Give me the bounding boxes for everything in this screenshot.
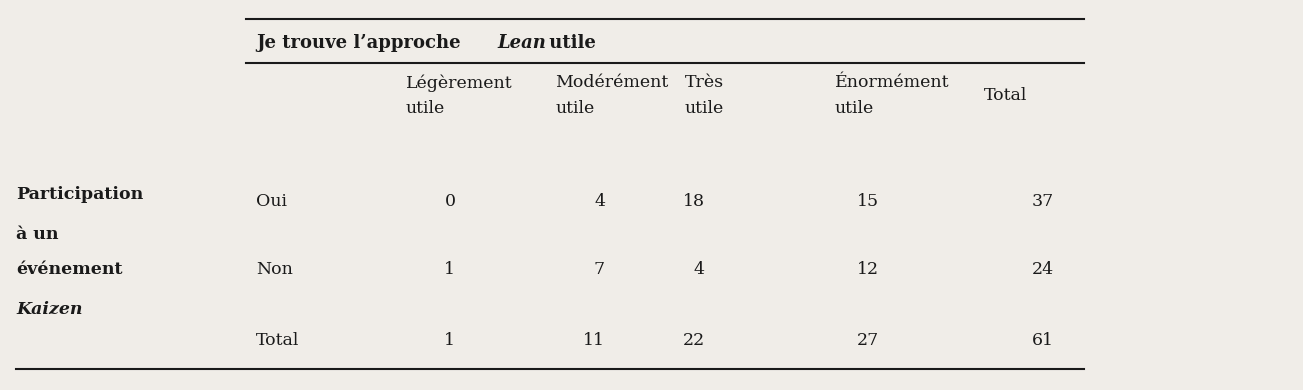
Text: utile: utile <box>543 34 595 52</box>
Text: Non: Non <box>255 261 293 278</box>
Text: Participation: Participation <box>17 186 143 202</box>
Text: 37: 37 <box>1032 193 1054 211</box>
Text: 15: 15 <box>857 193 880 211</box>
Text: 4: 4 <box>694 261 705 278</box>
Text: 4: 4 <box>594 193 605 211</box>
Text: à un: à un <box>17 226 59 243</box>
Text: Oui: Oui <box>255 193 287 211</box>
Text: Total: Total <box>984 87 1028 104</box>
Text: Total: Total <box>255 332 300 349</box>
Text: utile: utile <box>685 100 724 117</box>
Text: 0: 0 <box>444 193 456 211</box>
Text: Je trouve l’approche: Je trouve l’approche <box>255 34 466 52</box>
Text: 7: 7 <box>594 261 605 278</box>
Text: Légèrement: Légèrement <box>405 74 512 92</box>
Text: Très: Très <box>685 74 724 91</box>
Text: Modérément: Modérément <box>555 74 668 91</box>
Text: 61: 61 <box>1032 332 1054 349</box>
Text: événement: événement <box>17 261 122 278</box>
Text: utile: utile <box>555 100 594 117</box>
Text: utile: utile <box>405 100 444 117</box>
Text: 27: 27 <box>857 332 880 349</box>
Text: 18: 18 <box>683 193 705 211</box>
Text: 24: 24 <box>1032 261 1054 278</box>
Text: utile: utile <box>835 100 874 117</box>
Text: 12: 12 <box>857 261 880 278</box>
Text: Kaizen: Kaizen <box>17 301 83 318</box>
Text: Énormément: Énormément <box>835 74 949 91</box>
Text: 22: 22 <box>683 332 705 349</box>
Text: Lean: Lean <box>498 34 546 52</box>
Text: 1: 1 <box>444 332 456 349</box>
Text: 11: 11 <box>584 332 605 349</box>
Text: 1: 1 <box>444 261 456 278</box>
